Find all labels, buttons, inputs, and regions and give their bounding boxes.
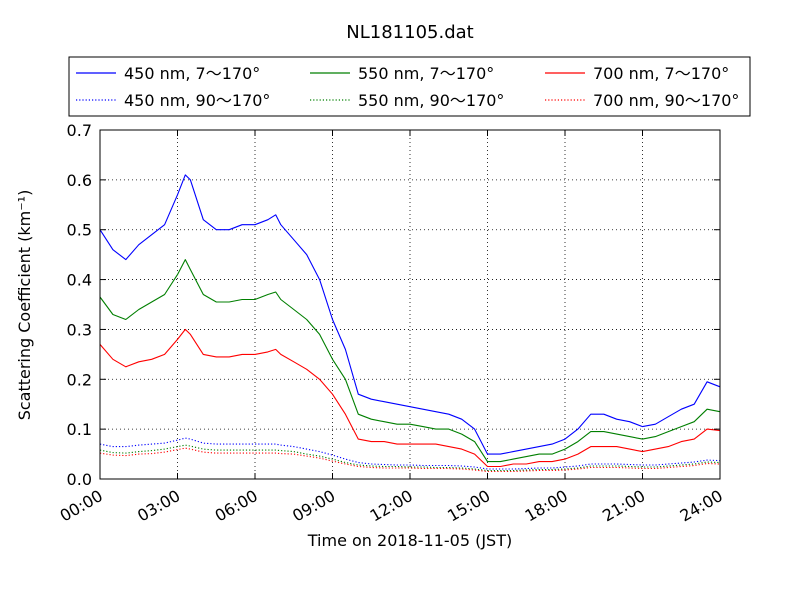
legend: 450 nm, 7～170° 550 nm, 7～170° 700 nm, 7～17… — [68, 56, 751, 117]
axis-ticks — [99, 129, 721, 480]
legend-label-5: 700 nm, 90～170° — [593, 91, 739, 110]
chart-title: NL181105.dat — [346, 22, 473, 43]
x-tick-label: 15:00 — [444, 486, 493, 526]
series-line-1 — [99, 259, 721, 463]
legend-label-1: 550 nm, 7～170° — [358, 64, 494, 83]
x-tick-label: 21:00 — [599, 486, 648, 526]
y-axis-label: Scattering Coefficient (km⁻¹) — [15, 190, 34, 421]
y-tick-label: 0.2 — [67, 370, 92, 389]
series-line-2 — [99, 328, 721, 468]
x-tick-label: 00:00 — [57, 486, 106, 526]
series-line-4 — [99, 444, 721, 472]
grid-lines — [99, 129, 721, 480]
legend-label-4: 550 nm, 90～170° — [358, 91, 504, 110]
x-tick-label: 24:00 — [677, 486, 726, 526]
y-tick-label: 0.3 — [67, 320, 92, 339]
y-tick-label: 0.4 — [67, 271, 92, 290]
x-tick-label: 18:00 — [522, 486, 571, 526]
x-tick-label: 09:00 — [289, 486, 338, 526]
x-tick-labels: 00:00 03:00 06:00 09:00 12:00 15:00 18:00 21:00… — [57, 486, 726, 526]
y-tick-label: 0.6 — [67, 171, 92, 190]
legend-label-3: 450 nm, 90～170° — [124, 91, 270, 110]
y-tick-label: 0.5 — [67, 221, 92, 240]
series-line-0 — [99, 174, 721, 455]
series-layer — [99, 174, 721, 473]
x-tick-label: 12:00 — [367, 486, 416, 526]
series-line-5 — [99, 447, 721, 473]
x-tick-label: 03:00 — [134, 486, 183, 526]
x-axis-label: Time on 2018-11-05 (JST) — [307, 531, 512, 550]
y-tick-label: 0.0 — [67, 470, 92, 489]
x-tick-label: 06:00 — [212, 486, 261, 526]
y-tick-label: 0.1 — [67, 420, 92, 439]
series-line-3 — [99, 437, 721, 470]
legend-label-2: 700 nm, 7～170° — [593, 64, 729, 83]
y-tick-labels: 0.0 0.1 0.2 0.3 0.4 0.5 0.6 0.7 — [67, 121, 92, 489]
y-tick-label: 0.7 — [67, 121, 92, 140]
legend-label-0: 450 nm, 7～170° — [124, 64, 260, 83]
legend-frame — [68, 56, 751, 117]
